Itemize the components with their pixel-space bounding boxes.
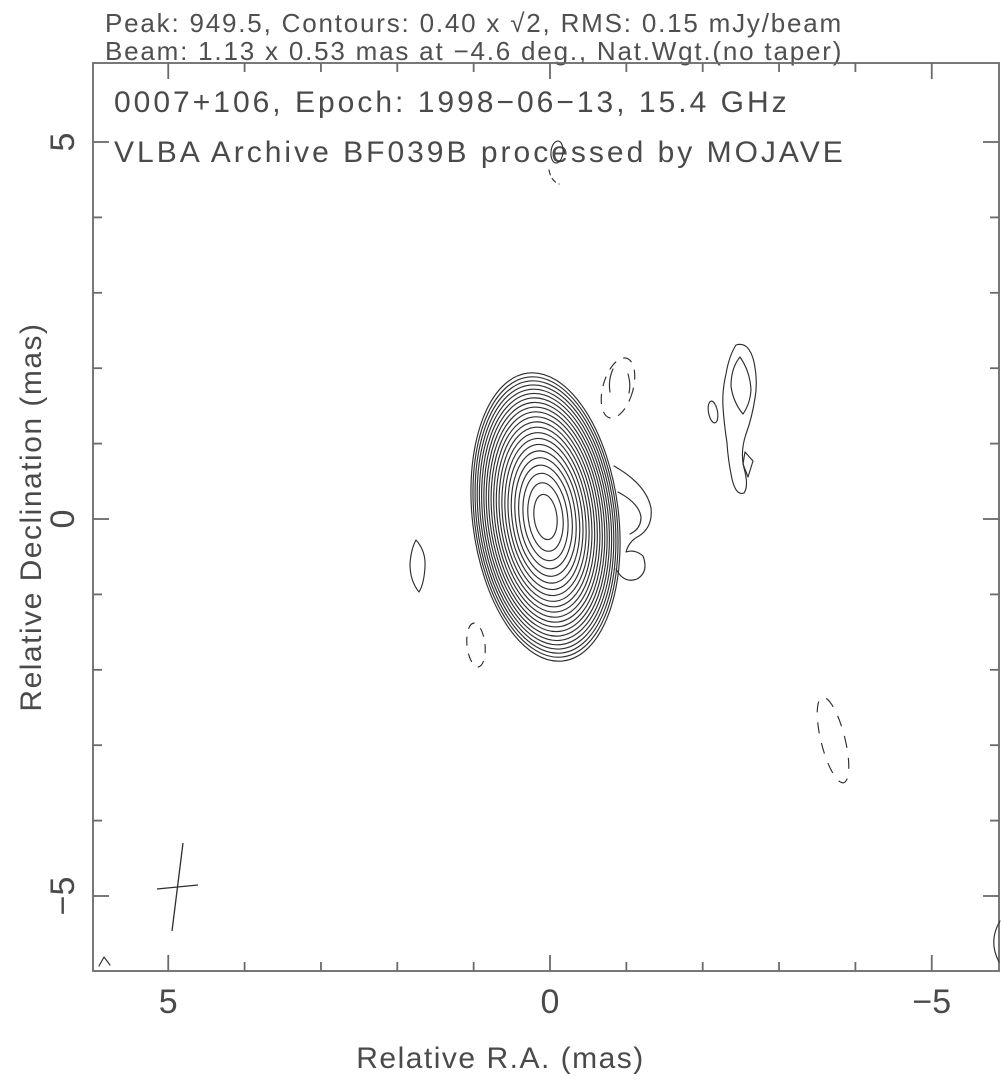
negative-contour-bottom-right — [816, 696, 850, 784]
header-beam-info: Beam: 1.13 x 0.53 mas at −4.6 deg., Nat.… — [105, 36, 844, 66]
header-peak-contours-rms: Peak: 949.5, Contours: 0.40 x √2, RMS: 0… — [105, 8, 843, 38]
core-jet-hook-outer — [613, 465, 652, 581]
plot-frame — [92, 62, 1000, 972]
lens-contour-left — [409, 539, 426, 593]
core-contour-ring — [472, 376, 619, 658]
negative-contour-top — [600, 357, 636, 419]
faint-dash-top — [548, 169, 560, 185]
negative-fragment-top-a — [608, 368, 614, 393]
core-contour-ring — [501, 432, 590, 602]
right-edge-arc — [993, 920, 1001, 963]
core-contour-ring — [476, 384, 615, 650]
source-epoch-frequency-title: 0007+106, Epoch: 1998−06−13, 15.4 GHz — [114, 86, 790, 119]
corner-caret — [98, 956, 111, 967]
core-contour-ring — [493, 416, 598, 618]
core-contour-ring — [483, 397, 608, 637]
y-tick-label: −5 — [44, 877, 82, 916]
secondary-component-inner-top — [730, 356, 752, 415]
beam-cross-line — [156, 884, 199, 890]
core-contour-ring — [527, 482, 564, 552]
secondary-component-outer — [722, 343, 757, 495]
core-contour-ring — [510, 450, 581, 584]
y-axis-label: Relative Declination (mas) — [15, 322, 48, 712]
core-contour-ring — [514, 457, 577, 577]
jet-knot-dot — [707, 400, 719, 424]
core-contour-ring — [481, 392, 610, 642]
core-contour-ring — [522, 472, 569, 562]
archive-credit-subtitle: VLBA Archive BF039B processed by MOJAVE — [114, 136, 846, 169]
core-contour-ring — [518, 464, 573, 570]
beam-cross-line — [171, 842, 184, 932]
core-contour-ring — [533, 493, 558, 541]
core-contour-ring — [470, 372, 621, 662]
y-tick-label: 0 — [44, 510, 82, 529]
negative-contour-bottom-left — [466, 622, 486, 668]
core-jet-hook-inner — [617, 491, 642, 535]
secondary-component-inner-bottom — [742, 451, 754, 478]
core-contour-ring — [490, 411, 601, 623]
core-contour-ring — [485, 401, 606, 633]
x-tick-label: 5 — [159, 983, 178, 1021]
core-contour-ring — [498, 426, 593, 608]
x-tick-label: 0 — [541, 983, 560, 1021]
core-contour-ring — [504, 437, 587, 597]
core-contour-ring — [495, 421, 596, 613]
core-contour-ring — [478, 388, 613, 646]
y-tick-label: 5 — [44, 133, 82, 152]
core-contour-ring — [488, 406, 603, 628]
x-axis-label: Relative R.A. (mas) — [356, 1042, 645, 1075]
x-tick-label: −5 — [912, 983, 951, 1021]
negative-fragment-top-b — [627, 373, 631, 394]
core-contour-ring — [474, 380, 617, 654]
core-contour-ring — [507, 443, 584, 591]
